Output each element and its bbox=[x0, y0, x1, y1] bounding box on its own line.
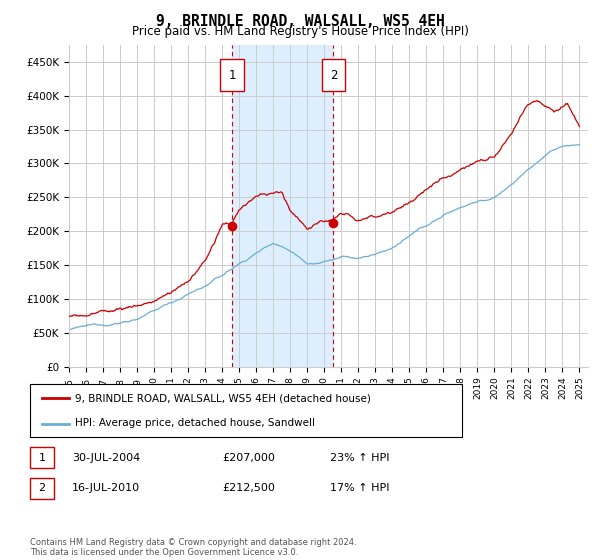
FancyBboxPatch shape bbox=[322, 59, 345, 91]
Text: 9, BRINDLE ROAD, WALSALL, WS5 4EH: 9, BRINDLE ROAD, WALSALL, WS5 4EH bbox=[155, 14, 445, 29]
Text: Price paid vs. HM Land Registry's House Price Index (HPI): Price paid vs. HM Land Registry's House … bbox=[131, 25, 469, 38]
Text: 1: 1 bbox=[228, 69, 236, 82]
Text: 9, BRINDLE ROAD, WALSALL, WS5 4EH (detached house): 9, BRINDLE ROAD, WALSALL, WS5 4EH (detac… bbox=[75, 394, 371, 404]
Text: 23% ↑ HPI: 23% ↑ HPI bbox=[330, 452, 389, 463]
Text: 30-JUL-2004: 30-JUL-2004 bbox=[72, 452, 140, 463]
Text: £207,000: £207,000 bbox=[222, 452, 275, 463]
Bar bbox=[232, 45, 334, 367]
Text: HPI: Average price, detached house, Sandwell: HPI: Average price, detached house, Sand… bbox=[75, 418, 315, 428]
Text: 17% ↑ HPI: 17% ↑ HPI bbox=[330, 483, 389, 493]
FancyBboxPatch shape bbox=[220, 59, 244, 91]
Text: Contains HM Land Registry data © Crown copyright and database right 2024.
This d: Contains HM Land Registry data © Crown c… bbox=[30, 538, 356, 557]
Text: £212,500: £212,500 bbox=[222, 483, 275, 493]
Text: 2: 2 bbox=[329, 69, 337, 82]
Text: 1: 1 bbox=[38, 452, 46, 463]
Text: 16-JUL-2010: 16-JUL-2010 bbox=[72, 483, 140, 493]
Text: 2: 2 bbox=[38, 483, 46, 493]
